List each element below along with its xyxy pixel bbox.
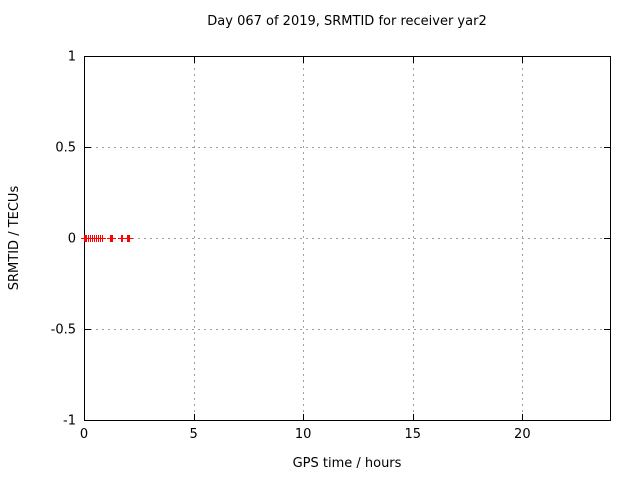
y-tick-label: -1 [63, 414, 76, 429]
y-tick-label: -0.5 [51, 323, 76, 338]
y-tick-label: 0 [68, 232, 76, 247]
x-tick-label: 10 [295, 427, 312, 442]
chart-title: Day 067 of 2019, SRMTID for receiver yar… [207, 14, 487, 29]
y-tick-label: 1 [68, 50, 76, 65]
x-tick-label: 15 [404, 427, 421, 442]
x-axis-title: GPS time / hours [292, 456, 402, 471]
y-tick-label: 0.5 [55, 141, 76, 156]
x-tick-label: 20 [514, 427, 531, 442]
x-tick-label: 5 [189, 427, 197, 442]
x-tick-label: 0 [80, 427, 88, 442]
